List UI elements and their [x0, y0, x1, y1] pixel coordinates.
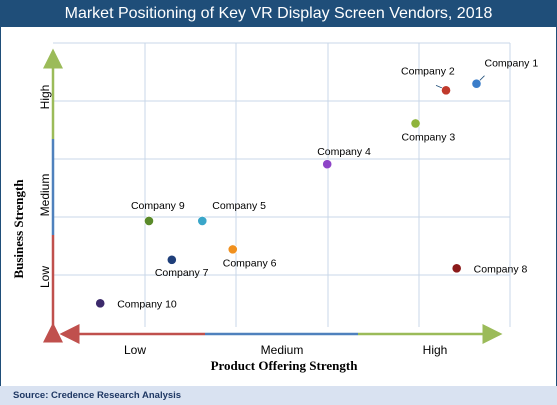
data-point-2 [441, 85, 451, 96]
x-tick-label: High [423, 343, 448, 357]
data-point-8 [451, 263, 462, 274]
data-point-label: Company 9 [131, 200, 185, 212]
data-point-label: Company 2 [401, 65, 455, 77]
data-points: Company 1 Company 2 Company 3 Company 4 Comp… [95, 58, 538, 310]
data-point-6 [227, 244, 238, 255]
y-axis-label: Business Strength [11, 179, 26, 279]
data-point-label: Company 3 [402, 131, 456, 143]
data-point-7 [166, 254, 177, 265]
data-point-label: Company 10 [117, 298, 177, 310]
data-point-9 [144, 216, 154, 226]
data-point-label: Company 8 [474, 263, 528, 275]
data-point-1 [471, 78, 482, 89]
data-point-label: Company 4 [317, 146, 371, 158]
source-note: Source: Credence Research Analysis [0, 386, 557, 405]
data-point-label: Company 5 [212, 200, 266, 212]
data-point-label: Company 7 [155, 267, 209, 279]
x-tick-label: Medium [261, 343, 304, 357]
x-tick-label: Low [124, 343, 146, 357]
y-tick-label: High [38, 85, 52, 110]
y-tick-label: Medium [38, 174, 52, 217]
data-point-3 [410, 118, 421, 129]
grid-lines [53, 42, 511, 327]
x-axis-label: Product Offering Strength [211, 358, 359, 373]
data-point-5 [197, 216, 208, 226]
tick-labels: Low Medium High Low Medium High [38, 85, 447, 357]
data-point-label: Company 1 [484, 58, 538, 70]
axes [43, 48, 503, 344]
data-point-10 [95, 298, 106, 309]
chart-title: Market Positioning of Key VR Display Scr… [0, 0, 557, 27]
data-point-4 [322, 159, 333, 170]
data-point-label: Company 6 [223, 257, 277, 269]
y-tick-label: Low [38, 266, 52, 288]
